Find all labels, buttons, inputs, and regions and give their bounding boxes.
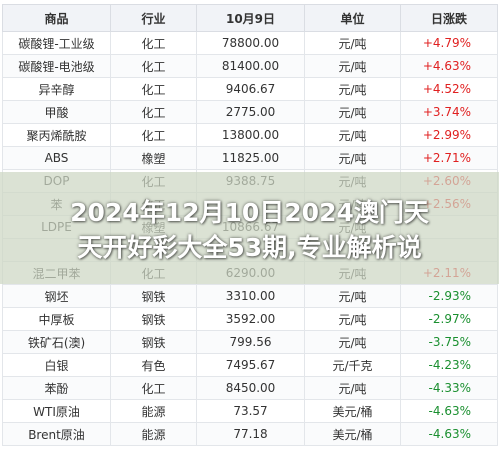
cell-daily-change: -4.63% xyxy=(400,399,498,423)
cell-price: 81400.00 xyxy=(196,54,305,78)
cell-daily-change: -4.23% xyxy=(400,353,498,377)
cell-unit: 美元/桶 xyxy=(304,399,401,423)
cell-unit: 美元/桶 xyxy=(304,422,401,446)
overlay-title-line-1: 2024年12月10日2024澳门天 xyxy=(70,198,429,227)
cell-commodity-name: ABS xyxy=(2,146,111,170)
overlay-title-line-2: 天开好彩大全53期,专业解析说 xyxy=(77,233,422,262)
overlay-title: 2024年12月10日2024澳门天 天开好彩大全53期,专业解析说 xyxy=(0,195,499,265)
cell-commodity-name: 甲酸 xyxy=(2,100,111,124)
header-commodity: 商品 xyxy=(2,4,111,32)
header-daily-change: 日涨跌 xyxy=(400,4,498,32)
cell-daily-change: +3.74% xyxy=(400,100,498,124)
cell-price: 13800.00 xyxy=(196,123,305,147)
cell-daily-change: -4.63% xyxy=(400,422,498,446)
cell-unit: 元/吨 xyxy=(304,376,401,400)
cell-commodity-name: 钢坯 xyxy=(2,284,111,308)
cell-industry: 能源 xyxy=(110,422,197,446)
cell-price: 3310.00 xyxy=(196,284,305,308)
cell-industry: 化工 xyxy=(110,31,197,55)
cell-price: 78800.00 xyxy=(196,31,305,55)
cell-price: 2775.00 xyxy=(196,100,305,124)
cell-industry: 能源 xyxy=(110,399,197,423)
cell-commodity-name: 白银 xyxy=(2,353,111,377)
table-row: Brent原油 能源 77.18 美元/桶 -4.63% xyxy=(2,422,498,446)
cell-price: 799.56 xyxy=(196,330,305,354)
cell-daily-change: +2.99% xyxy=(400,123,498,147)
table-row: 铁矿石(澳) 钢铁 799.56 元/吨 -3.75% xyxy=(2,330,498,354)
cell-unit: 元/吨 xyxy=(304,123,401,147)
cell-industry: 化工 xyxy=(110,376,197,400)
cell-daily-change: +4.52% xyxy=(400,77,498,101)
table-row: WTI原油 能源 73.57 美元/桶 -4.63% xyxy=(2,399,498,423)
table-row: 钢坯 钢铁 3310.00 元/吨 -2.93% xyxy=(2,284,498,308)
cell-industry: 橡塑 xyxy=(110,146,197,170)
cell-daily-change: +4.63% xyxy=(400,54,498,78)
cell-unit: 元/吨 xyxy=(304,284,401,308)
table-row: 中厚板 钢铁 3592.00 元/吨 -2.97% xyxy=(2,307,498,331)
cell-unit: 元/吨 xyxy=(304,330,401,354)
cell-unit: 元/吨 xyxy=(304,146,401,170)
cell-daily-change: +2.71% xyxy=(400,146,498,170)
cell-price: 73.57 xyxy=(196,399,305,423)
cell-commodity-name: Brent原油 xyxy=(2,422,111,446)
cell-unit: 元/吨 xyxy=(304,77,401,101)
cell-commodity-name: 碳酸锂-工业级 xyxy=(2,31,111,55)
table-row: 聚丙烯酰胺 化工 13800.00 元/吨 +2.99% xyxy=(2,123,498,147)
cell-commodity-name: 聚丙烯酰胺 xyxy=(2,123,111,147)
cell-price: 7495.67 xyxy=(196,353,305,377)
cell-industry: 钢铁 xyxy=(110,330,197,354)
cell-price: 77.18 xyxy=(196,422,305,446)
table-row: ABS 橡塑 11825.00 元/吨 +2.71% xyxy=(2,146,498,170)
cell-daily-change: -3.75% xyxy=(400,330,498,354)
cell-daily-change: -2.97% xyxy=(400,307,498,331)
cell-price: 11825.00 xyxy=(196,146,305,170)
table-row: 异辛醇 化工 9406.67 元/吨 +4.52% xyxy=(2,77,498,101)
header-date: 10月9日 xyxy=(196,4,305,32)
cell-commodity-name: WTI原油 xyxy=(2,399,111,423)
cell-price: 9406.67 xyxy=(196,77,305,101)
title-overlay-band xyxy=(0,172,499,284)
cell-unit: 元/吨 xyxy=(304,54,401,78)
table-row: 碳酸锂-电池级 化工 81400.00 元/吨 +4.63% xyxy=(2,54,498,78)
cell-commodity-name: 碳酸锂-电池级 xyxy=(2,54,111,78)
table-row: 甲酸 化工 2775.00 元/吨 +3.74% xyxy=(2,100,498,124)
cell-industry: 有色 xyxy=(110,353,197,377)
cell-unit: 元/千克 xyxy=(304,353,401,377)
cell-industry: 化工 xyxy=(110,100,197,124)
cell-unit: 元/吨 xyxy=(304,100,401,124)
header-unit: 单位 xyxy=(304,4,401,32)
table-row: 碳酸锂-工业级 化工 78800.00 元/吨 +4.79% xyxy=(2,31,498,55)
cell-unit: 元/吨 xyxy=(304,307,401,331)
cell-industry: 钢铁 xyxy=(110,307,197,331)
cell-price: 8450.00 xyxy=(196,376,305,400)
cell-daily-change: -4.33% xyxy=(400,376,498,400)
cell-commodity-name: 铁矿石(澳) xyxy=(2,330,111,354)
table-header-row: 商品 行业 10月9日 单位 日涨跌 xyxy=(2,4,498,32)
cell-industry: 钢铁 xyxy=(110,284,197,308)
cell-industry: 化工 xyxy=(110,54,197,78)
cell-commodity-name: 苯酚 xyxy=(2,376,111,400)
header-industry: 行业 xyxy=(110,4,197,32)
table-row: 白银 有色 7495.67 元/千克 -4.23% xyxy=(2,353,498,377)
cell-industry: 化工 xyxy=(110,77,197,101)
cell-commodity-name: 异辛醇 xyxy=(2,77,111,101)
cell-unit: 元/吨 xyxy=(304,31,401,55)
cell-daily-change: -2.93% xyxy=(400,284,498,308)
cell-industry: 化工 xyxy=(110,123,197,147)
cell-commodity-name: 中厚板 xyxy=(2,307,111,331)
cell-daily-change: +4.79% xyxy=(400,31,498,55)
table-row: 苯酚 化工 8450.00 元/吨 -4.33% xyxy=(2,376,498,400)
cell-price: 3592.00 xyxy=(196,307,305,331)
